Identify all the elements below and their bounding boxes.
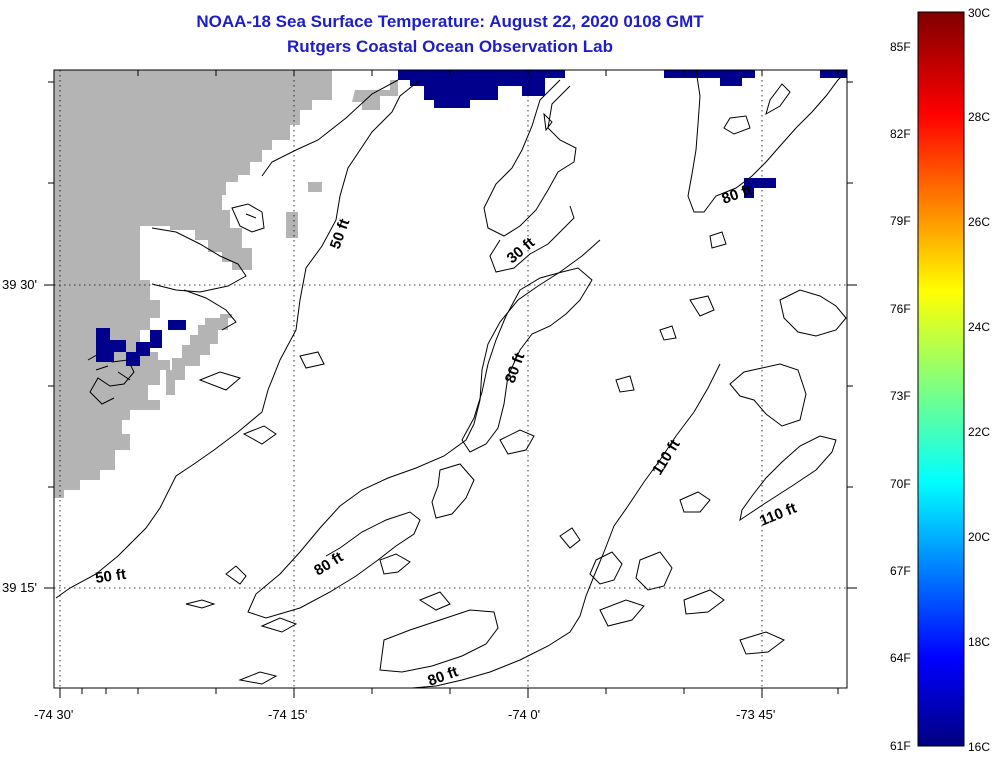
lon-label-74-15: -74 15' xyxy=(268,707,308,722)
colorbar-label-18c: 18C xyxy=(968,635,991,649)
colorbar-label-20c: 20C xyxy=(968,530,991,544)
lat-label-39-30: 39 30' xyxy=(2,277,38,292)
colorbar-label-61f: 61F xyxy=(890,739,911,753)
colorbar-label-24c: 24C xyxy=(968,320,991,334)
temperature-colorbar xyxy=(917,11,965,747)
colorbar-label-79f: 79F xyxy=(890,214,911,228)
colorbar-label-64f: 64F xyxy=(890,651,911,665)
map-subtitle: Rutgers Coastal Ocean Observation Lab xyxy=(287,37,613,56)
colorbar-label-28c: 28C xyxy=(968,110,991,124)
colorbar-label-85f: 85F xyxy=(890,40,911,54)
lon-label-73-45: -73 45' xyxy=(736,707,776,722)
colorbar-gradient xyxy=(917,11,965,747)
colorbar-label-26c: 26C xyxy=(968,215,991,229)
colorbar-label-70f: 70F xyxy=(890,477,911,491)
lat-label-39-15: 39 15' xyxy=(2,580,38,595)
sst-map: 50 ft 50 ft 30 ft 80 ft 80 ft 80 ft 80 f… xyxy=(44,69,857,698)
colorbar-label-82f: 82F xyxy=(890,127,911,141)
colorbar-label-76f: 76F xyxy=(890,302,911,316)
colorbar-label-67f: 67F xyxy=(890,564,911,578)
map-title: NOAA-18 Sea Surface Temperature: August … xyxy=(196,12,704,31)
lon-label-74-0: -74 0' xyxy=(508,707,541,722)
land-islands xyxy=(286,80,398,238)
colorbar-label-16c: 16C xyxy=(968,740,991,754)
axis-ticks xyxy=(44,70,857,698)
depth-contours xyxy=(55,70,847,688)
graticule xyxy=(54,70,847,688)
lon-label-74-30: -74 30' xyxy=(34,707,74,722)
contour-label-50ft-south: 50 ft xyxy=(94,566,127,587)
colorbar-label-22c: 22C xyxy=(968,425,991,439)
land-mass xyxy=(54,70,332,498)
colorbar-label-73f: 73F xyxy=(890,389,911,403)
cold-water-pixels xyxy=(96,70,847,366)
colorbar-label-30c: 30C xyxy=(968,6,991,20)
